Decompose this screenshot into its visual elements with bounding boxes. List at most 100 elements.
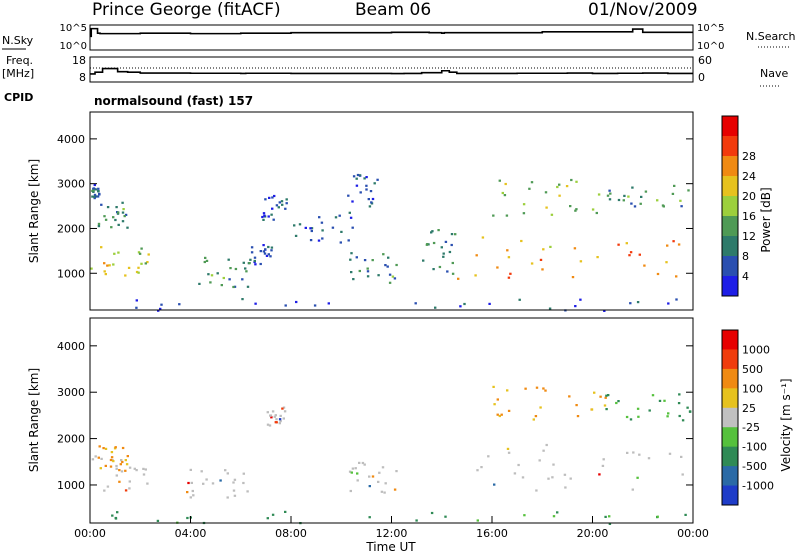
echo-cell: [675, 275, 678, 278]
echo-cell: [120, 470, 124, 473]
echo-cell: [229, 267, 232, 270]
velocity-panel: 1000 2000 3000 4000 00:00 04:00 08:00 12:00 16:…: [27, 317, 709, 554]
echo-cell: [124, 213, 128, 216]
echo-cell: [119, 463, 122, 466]
velocity-colorbar-tick: -100: [742, 441, 767, 454]
echo-cell: [377, 274, 380, 277]
echo-cell: [558, 194, 561, 197]
echo-cell: [93, 195, 96, 198]
echo-cell: [352, 278, 355, 281]
echo-cell: [262, 212, 266, 215]
echo-cell: [262, 250, 266, 253]
echo-cell: [647, 457, 651, 460]
echo-cell: [298, 223, 302, 226]
power-colorbar-tick: 24: [742, 170, 756, 183]
echo-cell: [369, 190, 373, 193]
echo-cell: [608, 522, 612, 525]
echo-cell: [278, 418, 282, 421]
echo-cell: [361, 461, 365, 465]
echo-cell: [395, 263, 398, 267]
echo-cell: [552, 515, 556, 518]
echo-cell: [266, 423, 270, 426]
echo-cell: [271, 513, 275, 516]
echo-cell: [268, 424, 272, 427]
x-tick-label: 20:00: [577, 527, 609, 540]
echo-cell: [108, 264, 111, 267]
echo-cell: [450, 243, 453, 247]
y-tick-label: 4000: [57, 133, 85, 146]
echo-cell: [271, 410, 275, 413]
echo-cell: [104, 273, 107, 276]
velocity-colorbar-tick: 25: [742, 402, 756, 415]
echo-cell: [351, 200, 354, 203]
echo-cell: [356, 479, 359, 482]
echo-cell: [666, 244, 669, 247]
echo-cell: [233, 494, 237, 497]
echo-cell: [492, 385, 495, 388]
echo-cell: [114, 446, 117, 449]
echo-cell: [498, 414, 501, 418]
cpid-text: normalsound (fast) 157: [94, 94, 253, 108]
echo-cell: [571, 276, 575, 279]
echo-cell: [651, 394, 655, 397]
echo-cell: [93, 183, 96, 187]
echo-cell: [186, 491, 189, 494]
nsky-tick-bottom: 10^0: [60, 41, 87, 52]
echo-cell: [246, 285, 250, 288]
echo-cell: [253, 256, 257, 259]
echo-cell: [629, 418, 633, 421]
velocity-colorbar: 1000 500 100 25 -25 -100 -500 -1000: [721, 329, 774, 506]
echo-cell: [601, 464, 605, 467]
echo-cell: [348, 211, 351, 214]
echo-cell: [359, 191, 362, 194]
echo-cell: [274, 421, 277, 424]
echo-cell: [137, 251, 141, 254]
echo-cell: [569, 477, 572, 480]
echo-cell: [629, 302, 632, 305]
echo-cell: [608, 198, 612, 201]
echo-cell: [663, 399, 666, 402]
echo-cell: [627, 195, 630, 198]
echo-cell: [227, 258, 230, 261]
echo-cell: [233, 285, 237, 288]
echo-cell: [279, 414, 282, 417]
echo-cell: [636, 301, 640, 304]
echo-cell: [446, 270, 449, 273]
echo-cell: [415, 519, 418, 522]
echo-cell: [294, 234, 298, 237]
x-tick-label: 16:00: [476, 527, 508, 540]
echo-cell: [259, 250, 262, 253]
freq-unit-label: [MHz]: [2, 67, 34, 80]
echo-cell: [128, 480, 131, 483]
y-tick-label: 1000: [57, 267, 85, 280]
echo-cell: [103, 270, 106, 273]
velocity-colorbar-tick: 1000: [742, 343, 770, 356]
echo-cell: [124, 274, 127, 277]
power-panel: 1000 2000 3000 4000 Slant Range [km]: [27, 111, 694, 312]
echo-cell: [124, 469, 127, 472]
echo-cell: [602, 458, 605, 461]
echo-cell: [274, 414, 277, 417]
echo-cell: [317, 239, 321, 242]
echo-cell: [104, 218, 108, 221]
echo-cell: [92, 187, 95, 190]
y-tick-label: 2000: [57, 433, 85, 446]
echo-cell: [632, 451, 635, 454]
echo-cell: [534, 415, 538, 418]
echo-cell: [349, 216, 353, 219]
echo-cell: [133, 467, 136, 470]
echo-cell: [98, 193, 101, 196]
cpid-label: CPID: [4, 91, 33, 104]
echo-cell: [250, 246, 254, 249]
freq-tick-bottom: 8: [79, 71, 86, 84]
echo-cell: [321, 229, 324, 232]
echo-cell: [414, 302, 417, 305]
echo-cell: [91, 458, 95, 461]
echo-cell: [539, 406, 542, 409]
echo-cell: [551, 476, 554, 479]
echo-cell: [109, 465, 113, 468]
echo-cell: [156, 519, 160, 522]
echo-cell: [128, 466, 132, 469]
colorbar-segment: [722, 156, 738, 177]
